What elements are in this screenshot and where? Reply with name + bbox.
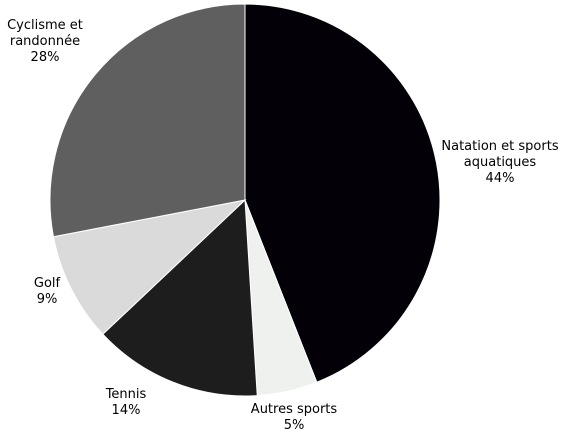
pie-slices (49, 3, 441, 397)
slice-label-2: Autres sports 5% (251, 402, 338, 433)
slice-percent-label: 9% (37, 292, 58, 307)
pie-slice-5 (49, 3, 246, 238)
slice-label-name-line: Cyclisme et (7, 18, 83, 33)
slice-label-3: Tennis 14% (105, 387, 147, 418)
slice-label-5: Cyclisme et randonnée 28% (7, 18, 83, 65)
pie-slice-4 (52, 199, 247, 335)
slice-label-1: Natation et sports aquatiques 44% (441, 139, 558, 186)
pie-slice-3 (102, 198, 258, 397)
pie-slice-1 (244, 3, 441, 383)
slice-label-name-line: aquatiques (464, 155, 537, 170)
slice-label-name-line: Natation et sports (441, 139, 558, 154)
slice-labels: Natation et sports aquatiques 44% Autres sp… (7, 18, 559, 433)
slice-label-name-line: Autres sports (251, 402, 338, 417)
slice-percent-label: 44% (486, 171, 515, 186)
slice-label-name-line: Golf (34, 276, 61, 291)
slice-label-name-line: randonnée (10, 34, 80, 49)
slice-percent-label: 14% (112, 403, 141, 418)
slice-label-name-line: Tennis (105, 387, 147, 402)
slice-percent-label: 28% (31, 50, 60, 65)
slice-percent-label: 5% (284, 418, 305, 433)
slice-label-4: Golf 9% (34, 276, 61, 307)
